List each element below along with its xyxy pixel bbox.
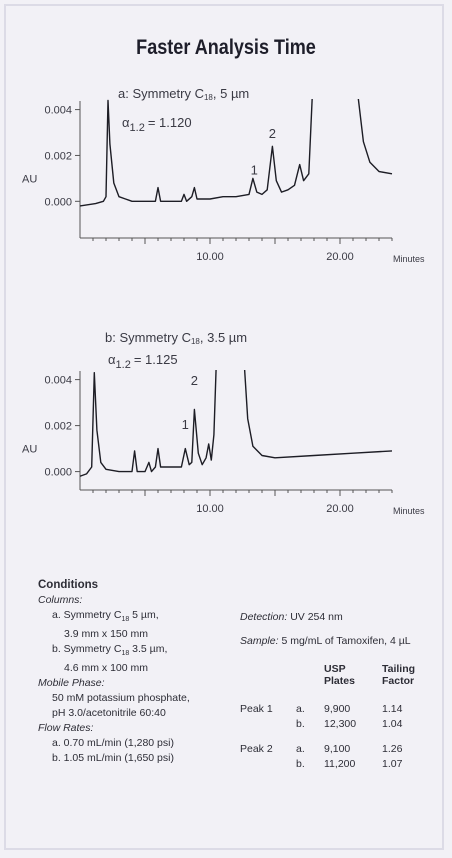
row-plates: 11,200 <box>324 758 356 770</box>
results-table: USP Plates Tailing Factor Peak 1 a. 9,900 … <box>240 663 428 773</box>
row-tailing: 1.04 <box>382 718 403 730</box>
table-row: Peak 1 a. 9,900 1.14 <box>240 703 428 718</box>
column-b-sub: 18 <box>121 650 130 658</box>
chart-label: a: Symmetry C18, 5 µm <box>118 86 249 102</box>
detection-label: Detection: <box>240 611 288 623</box>
column-b-dims: 4.6 mm x 100 mm <box>64 662 149 675</box>
conditions-heading: Conditions <box>38 579 99 591</box>
chart-label-suffix: , 5 µm <box>213 86 249 101</box>
column-b-prefix: b. Symmetry C <box>52 643 122 656</box>
chromatogram-b: b: Symmetry C18, 3.5 µm α1.2 = 1.125 0.000 0… <box>22 330 425 516</box>
chart-label-prefix: a: Symmetry C <box>118 86 204 101</box>
chromatogram-trace <box>357 99 393 175</box>
mobile-phase-label: Mobile Phase: <box>38 677 105 690</box>
flow-rates-label: Flow Rates: <box>38 722 94 735</box>
chart-label-prefix: b: Symmetry C <box>105 330 191 345</box>
y-tick-label: 0.002 <box>44 150 72 162</box>
row-column: b. <box>296 758 305 770</box>
y-tick-label: 0.002 <box>44 421 72 433</box>
row-plates: 9,900 <box>324 703 351 715</box>
x-axis-label: Minutes <box>393 254 425 264</box>
column-a-suffix: 5 µm, <box>129 609 159 621</box>
alpha-label: α1.2 = 1.120 <box>122 115 192 134</box>
alpha-value: = 1.120 <box>148 115 192 130</box>
conditions-block: Conditions Columns: a. Symmetry C18 5 µm… <box>38 578 238 766</box>
peak-label: 2 <box>191 373 198 388</box>
detection-line: Detection: UV 254 nm <box>240 610 343 625</box>
chart-label: b: Symmetry C18, 3.5 µm <box>105 330 247 346</box>
header-usp-plates: USP Plates <box>324 663 382 687</box>
header-usp-line1: USP <box>324 663 346 675</box>
header-tailing-factor: Tailing Factor <box>382 663 428 687</box>
peak-label: 1 <box>182 417 189 432</box>
row-plates: 12,300 <box>324 718 357 730</box>
x-axis-label: Minutes <box>393 506 425 516</box>
alpha-value: = 1.125 <box>134 352 178 367</box>
chromatogram-trace <box>80 370 217 477</box>
column-b-suffix: 3.5 µm, <box>129 643 168 656</box>
sample-label: Sample: <box>240 635 279 647</box>
y-tick-label: 0.000 <box>44 467 72 479</box>
alpha-symbol: α <box>108 352 116 367</box>
row-peak <box>240 758 296 773</box>
alpha-label: α1.2 = 1.125 <box>108 352 178 371</box>
table-row: b. 12,300 1.04 <box>240 718 428 733</box>
y-tick-label: 0.000 <box>44 196 72 208</box>
y-axis-label: AU <box>22 173 37 185</box>
column-a-sub: 18 <box>121 616 130 624</box>
flow-rate-a: a. 0.70 mL/min (1,280 psi) <box>52 737 174 750</box>
mobile-phase-line2: pH 3.0/acetonitrile 60:40 <box>52 707 166 720</box>
chromatogram-trace <box>80 99 313 207</box>
column-a-dims: 3.9 mm x 150 mm <box>64 628 149 641</box>
row-peak <box>240 718 296 733</box>
y-tick-label: 0.004 <box>44 375 72 387</box>
header-tailing-line2: Factor <box>382 675 415 687</box>
x-tick-label: 20.00 <box>326 251 354 263</box>
header-tailing-line1: Tailing <box>382 663 416 675</box>
column-a-line: a. Symmetry C18 5 µm, <box>38 608 238 627</box>
results-header-row: USP Plates Tailing Factor <box>240 663 428 687</box>
table-row: b. 11,200 1.07 <box>240 758 428 773</box>
x-tick-label: 10.00 <box>196 503 224 515</box>
row-tailing: 1.26 <box>382 743 403 755</box>
peak-label: 1 <box>251 163 258 178</box>
column-b-line: b. Symmetry C18 3.5 µm, <box>38 642 238 661</box>
row-tailing: 1.14 <box>382 703 403 715</box>
y-tick-label: 0.004 <box>44 105 72 117</box>
x-tick-label: 10.00 <box>196 251 224 263</box>
row-peak: Peak 2 <box>240 743 273 755</box>
column-a-prefix: a. Symmetry C <box>52 609 122 621</box>
sample-value: 5 mg/mL of Tamoxifen, 4 µL <box>281 635 411 647</box>
row-tailing: 1.07 <box>382 758 403 770</box>
y-axis-label: AU <box>22 444 37 456</box>
chart-label-suffix: , 3.5 µm <box>200 330 247 345</box>
alpha-subscript: 1.2 <box>130 122 145 134</box>
flow-rate-b: b. 1.05 mL/min (1,650 psi) <box>52 752 174 765</box>
row-column: a. <box>296 743 305 755</box>
header-usp-line2: Plates <box>324 675 355 687</box>
alpha-symbol: α <box>122 115 130 130</box>
alpha-subscript: 1.2 <box>116 359 131 371</box>
figure-title: Faster Analysis Time <box>136 36 316 59</box>
columns-label: Columns: <box>38 594 83 606</box>
x-tick-label: 20.00 <box>326 503 354 515</box>
peak-label: 2 <box>269 126 276 141</box>
row-plates: 9,100 <box>324 743 351 755</box>
chart-label-sub: 18 <box>191 337 200 346</box>
chromatogram-trace <box>243 370 393 459</box>
chromatogram-a: a: Symmetry C18, 5 µm α1.2 = 1.120 0.000 0.0… <box>22 86 425 264</box>
chart-label-sub: 18 <box>204 93 213 102</box>
sample-line: Sample: 5 mg/mL of Tamoxifen, 4 µL <box>240 634 411 649</box>
detection-value: UV 254 nm <box>290 611 343 623</box>
row-peak: Peak 1 <box>240 703 273 715</box>
row-column: b. <box>296 718 305 730</box>
figure-border <box>4 4 444 850</box>
mobile-phase-line1: 50 mM potassium phosphate, <box>52 692 190 705</box>
row-column: a. <box>296 703 305 715</box>
table-row: Peak 2 a. 9,100 1.26 <box>240 743 428 758</box>
